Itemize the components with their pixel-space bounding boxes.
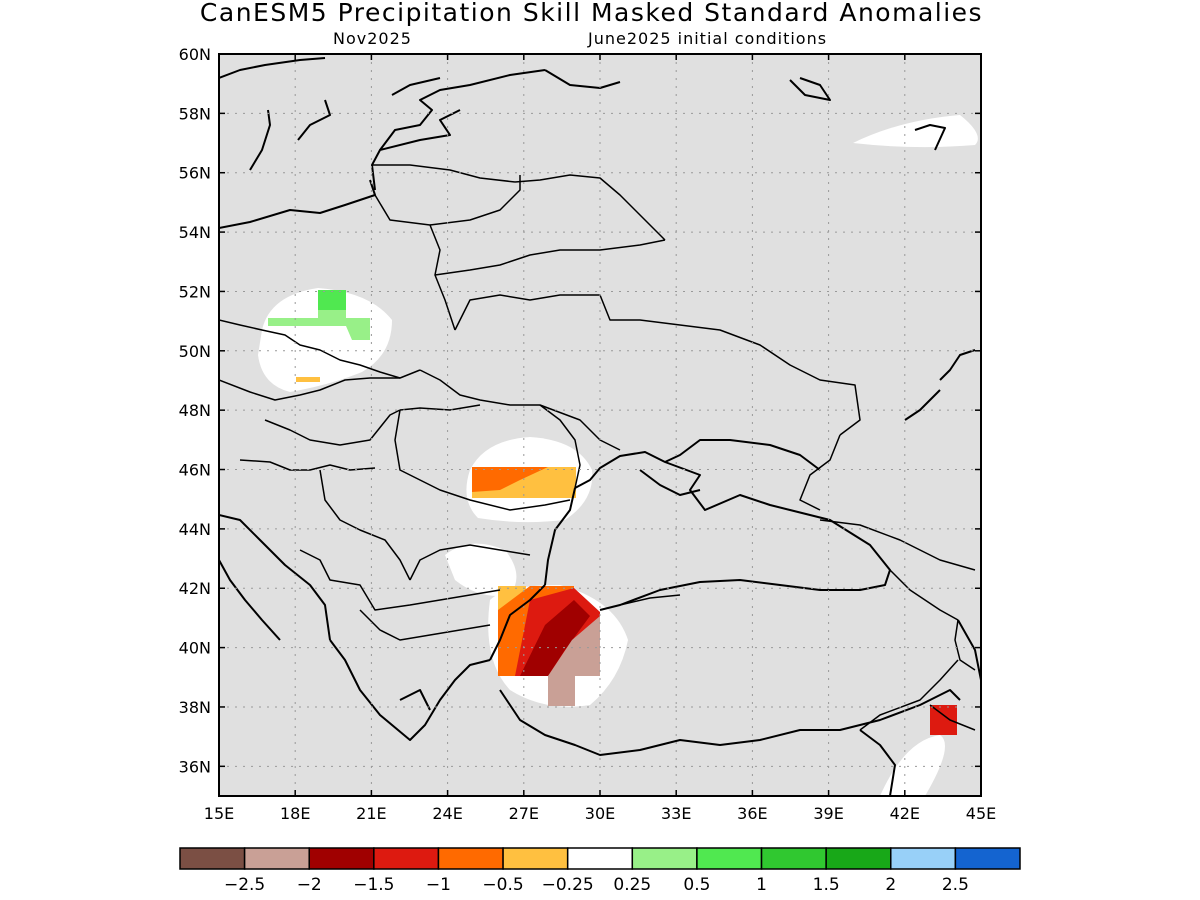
lat-label: 50N [179, 342, 211, 361]
lat-label: 60N [179, 45, 211, 64]
colorbar-swatch [566, 847, 634, 870]
lat-label: 40N [179, 639, 211, 658]
colorbar-label: −1.5 [353, 875, 394, 895]
lat-label: 54N [179, 223, 211, 242]
colorbar-swatch [760, 847, 827, 870]
colorbar-label: −1 [426, 875, 451, 895]
colorbar-label: −2 [297, 875, 322, 895]
unmasked-region-central-europe [258, 288, 392, 392]
unmasked-region-southeast [880, 735, 945, 796]
chart-title: CanESM5 Precipitation Skill Masked Stand… [199, 0, 984, 27]
anomaly-cell-green [318, 290, 346, 312]
colorbar-swatch [825, 847, 892, 870]
anomaly-cell-turkey-darkred [520, 600, 590, 676]
country-borders [219, 164, 976, 731]
colorbar-swatch [243, 847, 310, 870]
anomaly-cell-light-green [268, 310, 370, 340]
colorbar-swatch [696, 847, 763, 870]
colorbar-label: −0.25 [542, 875, 594, 895]
colorbar-swatch [890, 847, 957, 870]
lon-label: 36E [737, 804, 767, 823]
lon-label: 21E [356, 804, 386, 823]
lon-label: 30E [585, 804, 615, 823]
lon-label: 39E [813, 804, 843, 823]
colorbar-swatch [373, 847, 440, 870]
unmasked-region-russia [853, 115, 978, 148]
colorbar-swatch [437, 847, 504, 870]
lon-label: 45E [966, 804, 996, 823]
lon-label: 42E [890, 804, 920, 823]
colorbar-label: −2.5 [224, 875, 265, 895]
lat-label: 44N [179, 520, 211, 539]
colorbar-swatch [954, 847, 1021, 870]
lat-label: 36N [179, 757, 211, 776]
colorbar-label: 2.5 [942, 875, 969, 895]
coastlines [219, 57, 981, 796]
colorbar-label: −0.5 [482, 875, 523, 895]
colorbar-label: 1 [756, 875, 767, 895]
colorbar-label: 0.5 [683, 875, 710, 895]
lat-label: 46N [179, 461, 211, 480]
colorbar-swatch [308, 847, 375, 870]
longitude-labels: 15E 18E 21E 24E 27E 30E 33E 36E 39E 42E 45E [204, 804, 996, 823]
initial-conditions: June2025 initial conditions [588, 29, 828, 48]
axis-ticks [218, 53, 982, 796]
anomaly-cell-east-red [930, 705, 957, 735]
lon-label: 27E [509, 804, 539, 823]
anomaly-cell-romania-orange [472, 467, 548, 492]
colorbar-label: 0.25 [613, 875, 651, 895]
colorbar-label: 1.5 [813, 875, 840, 895]
latitude-labels: 60N 58N 56N 54N 52N 50N 48N 46N 44N 42N 40N 38N 36N [179, 45, 211, 776]
lat-label: 42N [179, 579, 211, 598]
anomaly-cell-orange-small [296, 377, 320, 382]
lon-label: 15E [204, 804, 234, 823]
lat-label: 38N [179, 698, 211, 717]
unmasked-region-bulgaria [445, 543, 517, 596]
colorbar-swatch [631, 847, 698, 870]
colorbar-labels: −2.5 −2 −1.5 −1 −0.5 −0.25 0.25 0.5 1 1.5 2 2.5 [224, 875, 969, 895]
lat-label: 58N [179, 104, 211, 123]
lat-label: 52N [179, 282, 211, 301]
lon-label: 33E [661, 804, 691, 823]
lat-label: 56N [179, 164, 211, 183]
forecast-month: Nov2025 [333, 29, 412, 48]
lon-label: 24E [432, 804, 462, 823]
colorbar-swatch [179, 847, 246, 870]
lon-label: 18E [280, 804, 310, 823]
colorbar [179, 847, 1021, 870]
lat-label: 48N [179, 401, 211, 420]
colorbar-label: 2 [885, 875, 896, 895]
colorbar-swatch [502, 847, 569, 870]
anomaly-cell-turkey-brown [548, 616, 600, 706]
